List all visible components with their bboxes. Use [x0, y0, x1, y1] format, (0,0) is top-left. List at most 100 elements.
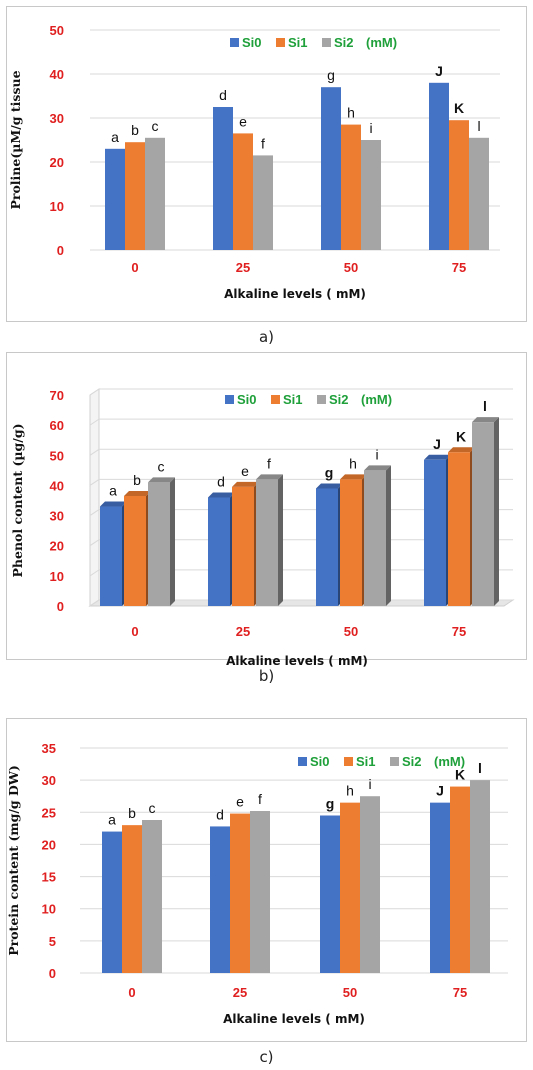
data-label: e: [241, 463, 249, 479]
y-tick-label: 10: [50, 199, 64, 214]
data-label: d: [219, 87, 227, 103]
bar-top: [472, 417, 499, 423]
bar-si2: [469, 137, 489, 250]
chart-b: 0 10 20 30 40 50 60 70 a d g Jb e h Kc f i l 0 25 50 75 Alkali…: [10, 388, 515, 668]
bar-si1: [124, 495, 146, 606]
legend-swatch: [322, 38, 331, 47]
y-tick-label: 10: [42, 902, 56, 917]
bar-top: [208, 492, 235, 498]
y-tick-label: 0: [57, 243, 64, 258]
legend-unit: (mM): [434, 754, 465, 769]
bar-si2: [253, 155, 273, 250]
legend-swatch: [271, 395, 280, 404]
bar-si1: [341, 124, 361, 250]
x-tick-label: 50: [344, 260, 358, 275]
y-tick-label: 40: [50, 478, 64, 493]
y-tick-label: 70: [50, 388, 64, 403]
y-tick-label: 30: [50, 111, 64, 126]
data-label: a: [108, 812, 116, 828]
bar-top: [448, 447, 475, 453]
gridline: [89, 509, 100, 516]
data-label: J: [436, 783, 444, 799]
data-label: g: [327, 67, 335, 83]
legend-swatch: [317, 395, 326, 404]
data-label: J: [433, 436, 441, 452]
x-tick-label: 50: [344, 624, 358, 639]
x-axis-label: Alkaline levels ( mM): [224, 287, 366, 301]
bar-si1: [233, 133, 253, 250]
x-tick-label: 75: [453, 985, 467, 1000]
data-label: d: [217, 473, 225, 489]
legend-swatch: [225, 395, 234, 404]
y-tick-label: 50: [50, 448, 64, 463]
bar-si1: [450, 786, 470, 973]
y-tick-label: 60: [50, 418, 64, 433]
legend-entry: Si1: [356, 754, 376, 769]
gridline: [89, 539, 100, 547]
y-tick-label: 40: [50, 67, 64, 82]
x-tick-label: 50: [343, 985, 357, 1000]
legend-swatch: [230, 38, 239, 47]
data-label: g: [326, 796, 335, 812]
bar-si0: [100, 506, 122, 606]
data-label: c: [152, 118, 159, 134]
data-label: h: [346, 783, 354, 799]
legend-unit: (mM): [366, 35, 397, 50]
data-label: l: [477, 118, 480, 134]
bar-si2: [364, 470, 386, 606]
x-tick-label: 75: [452, 624, 466, 639]
data-label: b: [133, 472, 141, 488]
legend-entry: Si2: [334, 35, 354, 50]
bar-top: [100, 501, 127, 507]
bar-si0: [105, 148, 125, 250]
bar-si1: [448, 452, 470, 606]
bar-si2: [142, 820, 162, 973]
data-label: e: [236, 794, 244, 810]
bar-side: [494, 417, 499, 606]
bar-si2: [360, 796, 380, 973]
data-label: J: [435, 63, 443, 79]
data-label: d: [216, 806, 224, 822]
bar-si0: [430, 802, 450, 973]
legend-entry: Si1: [288, 35, 308, 50]
y-axis-label: Protein content (mg/g DW): [6, 765, 21, 956]
legend-swatch: [298, 757, 307, 766]
y-tick-label: 20: [42, 837, 56, 852]
y-tick-label: 0: [49, 966, 56, 981]
bar-top: [316, 483, 343, 489]
bar-si0: [429, 82, 449, 250]
legend-entry: Si2: [402, 754, 422, 769]
caption-a: a): [258, 328, 275, 346]
x-tick-label: 0: [131, 260, 138, 275]
data-label: l: [483, 398, 487, 414]
x-tick-label: 75: [452, 260, 466, 275]
bar-si1: [340, 479, 362, 606]
caption-c: c): [259, 1048, 274, 1066]
data-label: b: [128, 805, 136, 821]
bar-si2: [145, 137, 165, 250]
data-label: i: [368, 776, 371, 792]
data-label: b: [131, 122, 139, 138]
data-label: a: [109, 483, 117, 499]
bar-top: [340, 474, 367, 480]
data-label: K: [454, 100, 464, 116]
data-label: f: [267, 455, 271, 471]
y-axis-label: Proline(µM/g tissue: [8, 70, 23, 209]
y-tick-label: 10: [50, 569, 64, 584]
bar-si1: [340, 802, 360, 973]
x-tick-label: 25: [236, 624, 250, 639]
data-label: a: [111, 129, 119, 145]
bar-side: [386, 465, 391, 606]
legend-swatch: [344, 757, 353, 766]
bar-si1: [232, 486, 254, 606]
legend-entry: Si1: [283, 392, 303, 407]
x-axis-label: Alkaline levels ( mM): [226, 654, 368, 668]
bar-top: [124, 490, 151, 496]
y-tick-label: 50: [50, 23, 64, 38]
data-label: g: [325, 464, 334, 480]
bar-si2: [256, 479, 278, 606]
bar-si0: [316, 488, 338, 606]
bar-si0: [210, 826, 230, 973]
bar-si1: [230, 813, 250, 973]
legend-entry: Si0: [237, 392, 257, 407]
